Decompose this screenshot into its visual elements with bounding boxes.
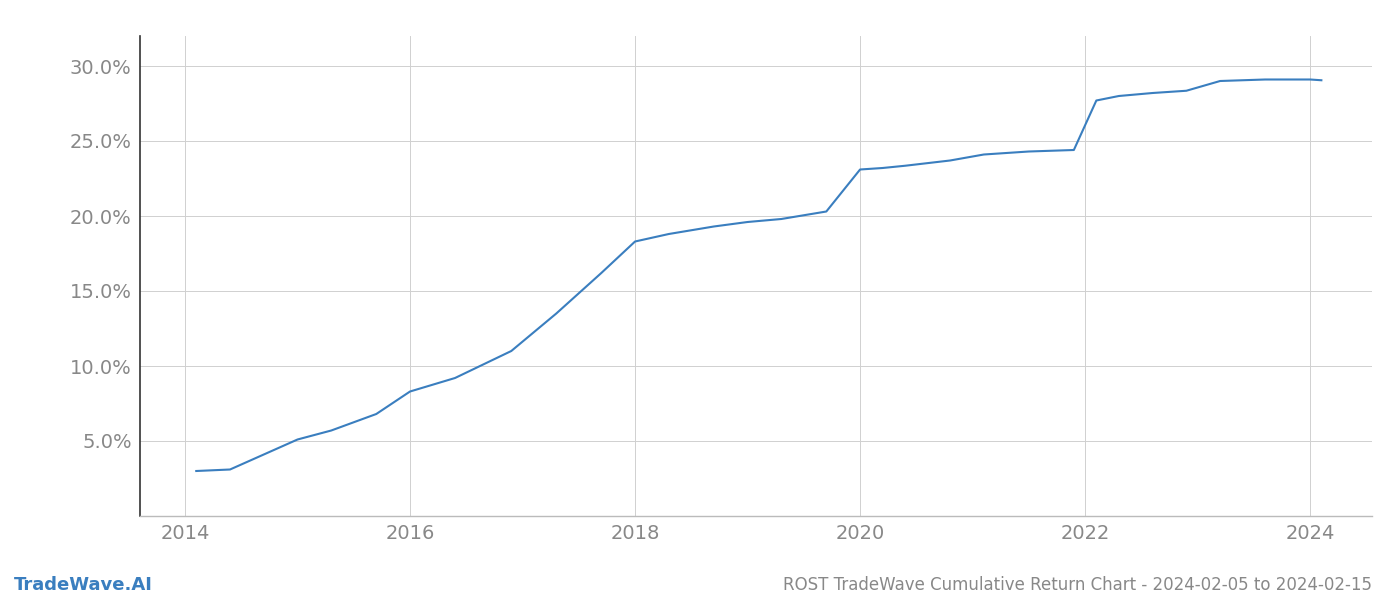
Text: ROST TradeWave Cumulative Return Chart - 2024-02-05 to 2024-02-15: ROST TradeWave Cumulative Return Chart -…	[783, 576, 1372, 594]
Text: TradeWave.AI: TradeWave.AI	[14, 576, 153, 594]
